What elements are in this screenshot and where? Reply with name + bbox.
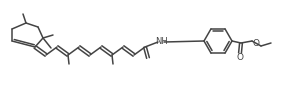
Text: NH: NH <box>155 36 167 46</box>
Text: O: O <box>236 54 243 63</box>
Text: O: O <box>253 39 259 49</box>
